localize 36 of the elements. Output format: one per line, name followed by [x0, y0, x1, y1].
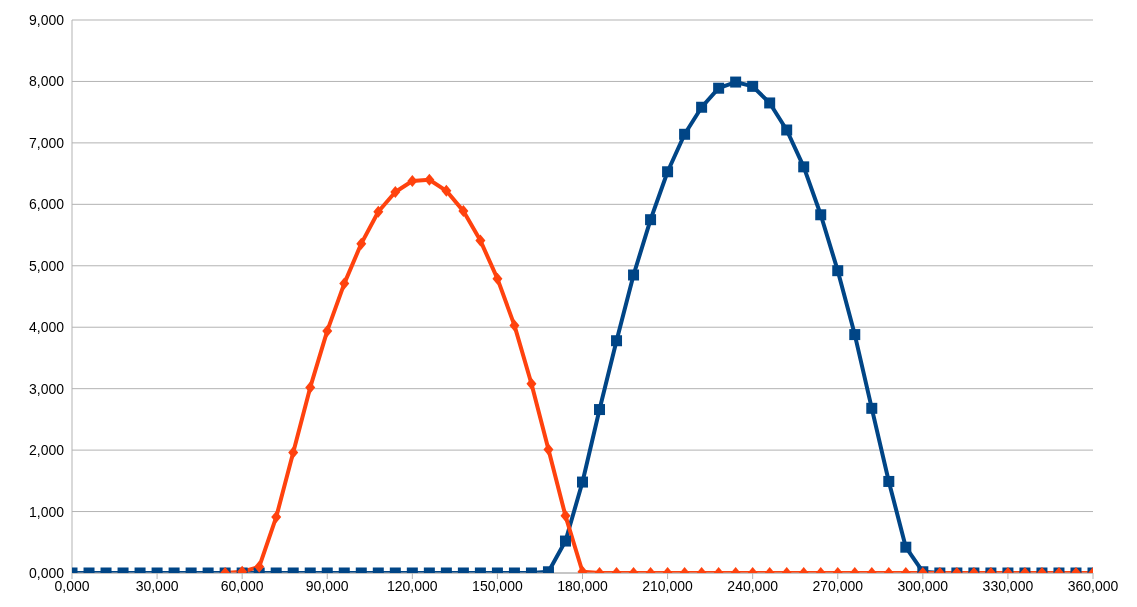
x-tick-label: 210,000 [642, 577, 694, 594]
x-tick-label: 150,000 [472, 577, 523, 594]
point [526, 377, 537, 390]
point [407, 174, 418, 187]
x-tick-label: 30,000 [135, 577, 179, 594]
point [322, 324, 333, 337]
point [339, 277, 350, 290]
x-tick-label: 300,000 [897, 577, 949, 594]
y-tick-label: 3,000 [28, 380, 65, 397]
point [356, 237, 367, 250]
point [543, 443, 554, 456]
point [475, 234, 486, 247]
x-tick-label: 180,000 [557, 577, 609, 594]
point [373, 205, 384, 218]
y-tick-label: 8,000 [28, 73, 65, 90]
y-tick-label: 6,000 [28, 196, 65, 213]
y-tick-label: 7,000 [28, 134, 65, 151]
x-tick-label: 330,000 [982, 577, 1034, 594]
y-tick-label: 1,000 [28, 503, 65, 520]
y-tick-label: 9,000 [28, 11, 65, 28]
point [288, 446, 299, 459]
point [458, 205, 469, 218]
x-tick-label: 120,000 [387, 577, 438, 594]
x-tick-label: 360,000 [1067, 577, 1119, 594]
point [441, 184, 452, 197]
y-tick-label: 5,000 [28, 257, 65, 274]
y-tick-label: 4,000 [28, 319, 65, 336]
y-tick-label: 2,000 [28, 442, 65, 459]
point [509, 319, 520, 332]
x-tick-label: 240,000 [727, 577, 779, 594]
point [390, 186, 401, 199]
x-tick-label: 90,000 [305, 577, 349, 594]
x-tick-label: 60,000 [220, 577, 264, 594]
point [492, 272, 503, 285]
point [305, 381, 316, 394]
x-tick-label: 270,000 [812, 577, 864, 594]
